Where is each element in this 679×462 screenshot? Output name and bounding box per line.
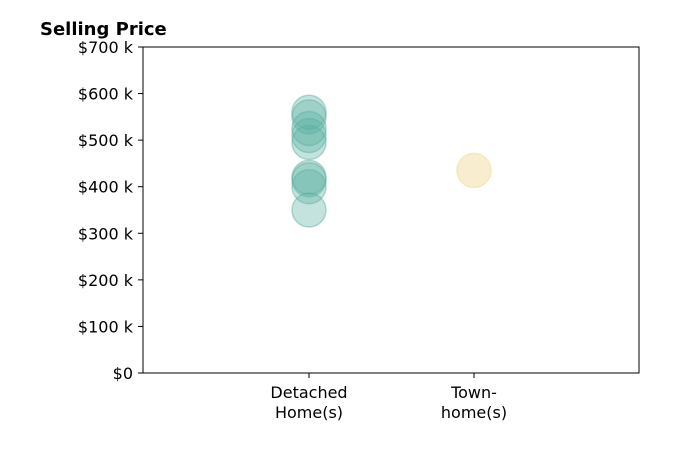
data-point [291,159,327,196]
data-point [291,168,327,205]
data-point [291,110,327,147]
y-tick-label: $600 k [78,85,134,104]
data-point [291,117,327,154]
x-tick-label: Detached [270,383,347,402]
plot-area [291,94,492,228]
data-point [291,161,327,198]
y-tick-label: $500 k [78,131,134,150]
data-point [291,94,327,130]
y-tick-label: $100 k [78,317,134,336]
data-point [291,192,327,228]
y-axis: $0 $100 k $200 k $300 k $400 k $500 k $600 k $7… [78,38,143,383]
y-tick-label: $700 k [78,38,134,57]
x-tick-label: home(s) [441,403,507,422]
y-tick-label: $0 [113,364,133,383]
y-tick-label: $400 k [78,178,134,197]
plot-frame [142,46,640,374]
chart-title: Selling Price [40,19,167,40]
data-point [291,124,327,161]
x-tick-label: Home(s) [275,403,343,422]
x-tick-label: Town- [450,383,497,402]
y-tick-label: $300 k [78,224,134,243]
y-tick-label: $200 k [78,271,134,290]
data-point [456,152,492,189]
data-point [291,99,327,135]
